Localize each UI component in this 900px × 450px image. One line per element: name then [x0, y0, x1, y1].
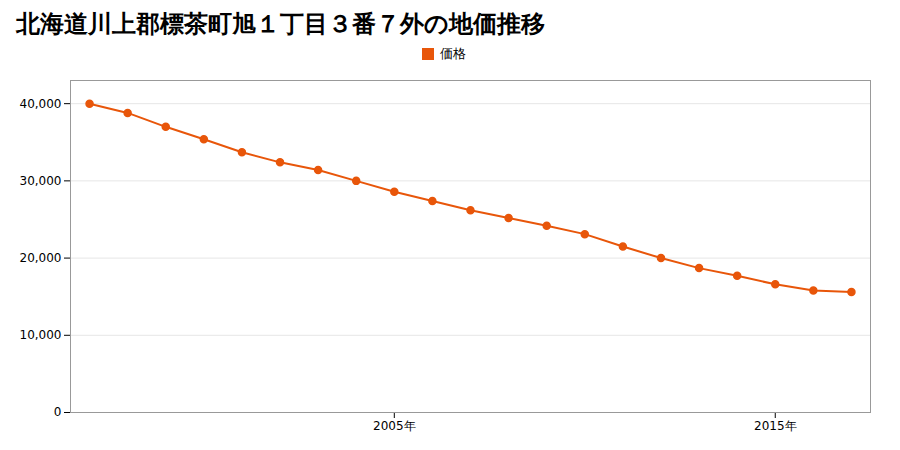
html-text:北海道川上郡標茶町旭１丁目３番７外の地価推移: 北海道川上郡標茶町旭１丁目３番７外の地価推移	[16, 10, 545, 38]
svg-text:0: 0	[54, 405, 62, 419]
svg-text:10,000: 10,000	[20, 328, 62, 342]
svg-text:2005年: 2005年	[373, 419, 416, 433]
html-text:価格: 価格	[440, 46, 466, 61]
svg-text:20,000: 20,000	[20, 251, 62, 265]
svg-text:30,000: 30,000	[20, 174, 62, 188]
svg-text:40,000: 40,000	[20, 97, 62, 111]
svg-text:2015年: 2015年	[754, 419, 797, 433]
